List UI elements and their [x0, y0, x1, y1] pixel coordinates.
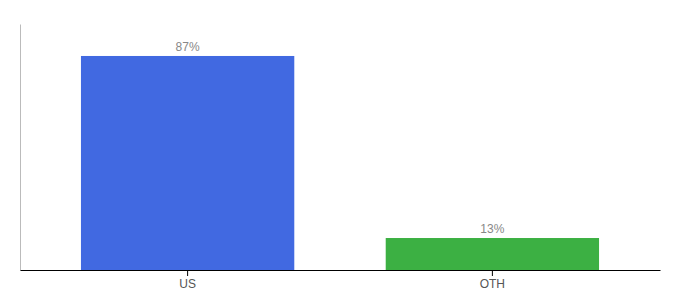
data-label: 13%	[480, 222, 504, 236]
x-tick-mark	[187, 270, 188, 276]
data-labels: 87% 13%	[176, 40, 505, 236]
y-axis	[20, 25, 21, 271]
x-tick-label: US	[179, 277, 196, 291]
y-axis-line	[20, 25, 21, 271]
x-axis: US OTH	[21, 270, 661, 291]
chart: US OTH 87% 13%	[0, 0, 680, 300]
x-tick: OTH	[480, 270, 505, 291]
plot-area: US OTH 87% 13%	[21, 25, 661, 291]
bar	[386, 238, 599, 270]
x-tick: US	[179, 270, 196, 291]
x-tick-mark	[492, 270, 493, 276]
bar	[81, 56, 294, 270]
x-axis-line	[21, 270, 661, 271]
x-tick-label: OTH	[480, 277, 505, 291]
data-label: 87%	[176, 40, 200, 54]
bars	[81, 56, 599, 270]
